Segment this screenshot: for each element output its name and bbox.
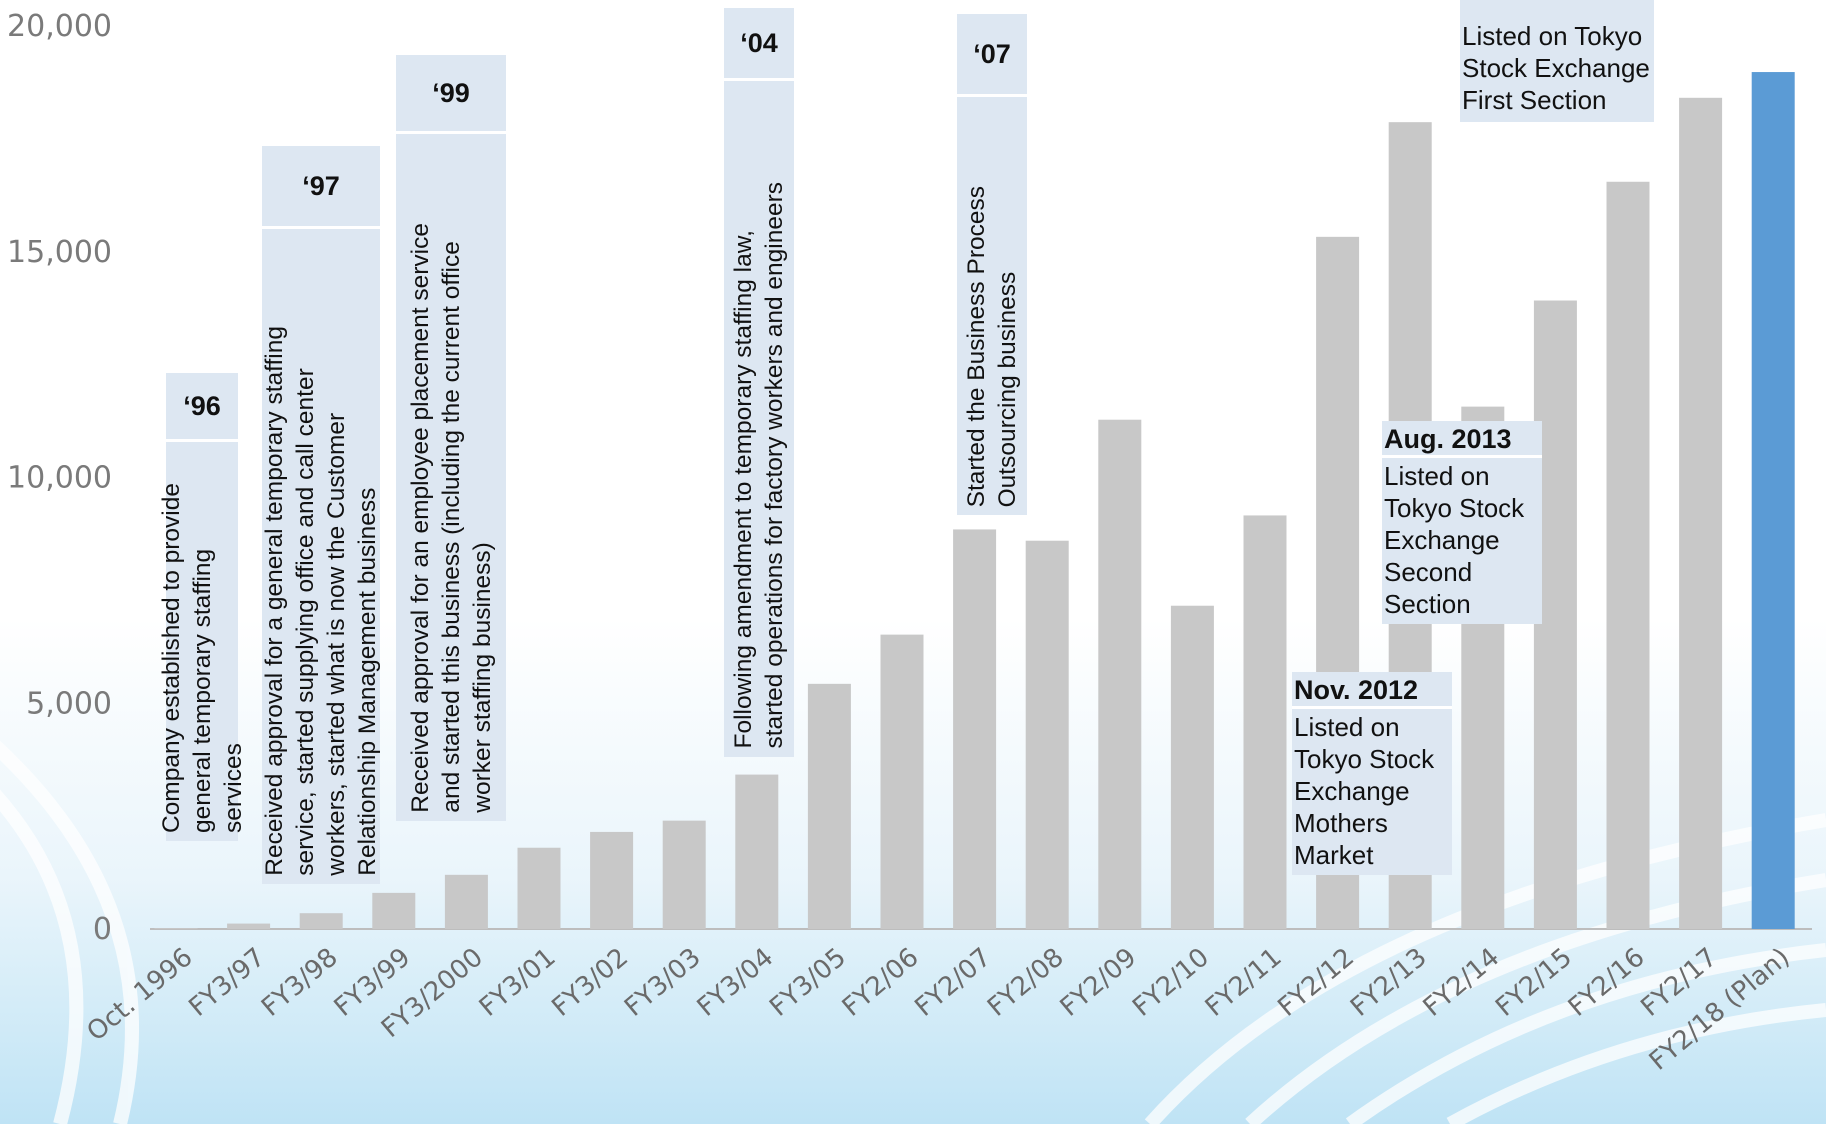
- annotation-year: ‘96: [166, 373, 238, 442]
- listing-title: Nov. 2012: [1292, 672, 1452, 709]
- x-tick-label: FY2/13: [1345, 942, 1433, 1022]
- y-tick-label: 10,000: [7, 461, 112, 496]
- x-tick-label: FY2/08: [982, 942, 1070, 1022]
- bars: [154, 72, 1795, 930]
- y-tick-label: 0: [93, 912, 112, 947]
- x-tick-label: FY3/97: [183, 942, 271, 1022]
- bar: [1243, 515, 1287, 929]
- bar: [1679, 97, 1723, 929]
- annotation-1999: ‘99 Received approval for an employee pl…: [396, 55, 506, 821]
- y-tick-label: 5,000: [26, 686, 112, 721]
- annotation-text: Started the Business Process Outsourcing…: [963, 185, 1021, 507]
- listing-first-section: Listed on Tokyo Stock Exchange First Sec…: [1460, 0, 1654, 122]
- bar: [953, 529, 997, 929]
- annotation-text: Received approval for a general temporar…: [261, 326, 381, 876]
- annotation-1997: ‘97 Received approval for a general temp…: [261, 146, 381, 884]
- x-tick-label: FY2/10: [1127, 942, 1215, 1022]
- x-tick-label: FY3/01: [474, 942, 562, 1022]
- annotation-year: ‘07: [957, 14, 1027, 97]
- x-tick-label: FY3/04: [692, 942, 780, 1022]
- bar: [662, 820, 706, 929]
- x-tick-label: Oct. 1996: [81, 942, 198, 1047]
- x-tick-label: FY2/14: [1418, 942, 1506, 1022]
- bar: [880, 634, 924, 929]
- bar: [1170, 605, 1214, 929]
- bar: [227, 923, 271, 929]
- x-tick-label: FY3/03: [619, 942, 707, 1022]
- listing-text: Listed on Tokyo Stock Exchange First Sec…: [1462, 21, 1650, 115]
- bar: [517, 847, 561, 929]
- bar: [1025, 540, 1069, 929]
- bar: [807, 683, 851, 929]
- annotation-year: ‘97: [262, 146, 380, 229]
- listing-second-section: Aug. 2013 Listed on Tokyo Stock Exchange…: [1382, 421, 1542, 624]
- bar: [735, 774, 779, 929]
- listing-text: Listed on Tokyo Stock Exchange Mothers M…: [1294, 712, 1435, 870]
- bar: [372, 892, 416, 929]
- annotation-year: ‘04: [724, 8, 794, 81]
- x-tick-label: FY2/07: [909, 942, 997, 1022]
- y-axis-ticks: 0 5,000 10,000 15,000 20,000: [7, 9, 112, 947]
- x-tick-label: FY2/06: [837, 942, 925, 1022]
- x-tick-label: FY3/98: [256, 942, 344, 1022]
- y-tick-label: 20,000: [7, 9, 112, 44]
- x-tick-label: FY2/15: [1490, 942, 1578, 1022]
- bar: [154, 928, 198, 929]
- x-tick-label: FY2/11: [1200, 942, 1288, 1022]
- bar: [1751, 72, 1795, 930]
- x-tick-label: FY2/16: [1563, 942, 1651, 1022]
- listing-mothers: Nov. 2012 Listed on Tokyo Stock Exchange…: [1292, 672, 1452, 875]
- bar: [1606, 181, 1650, 929]
- annotation-text: Company established to provide general t…: [157, 482, 247, 833]
- bar: [444, 874, 488, 929]
- annotation-2007: ‘07 Started the Business Process Outsour…: [957, 14, 1027, 515]
- y-tick-label: 15,000: [7, 235, 112, 270]
- annotation-2004: ‘04 Following amendment to temporary sta…: [724, 8, 794, 757]
- annotation-text: Following amendment to temporary staffin…: [730, 182, 788, 749]
- bar: [590, 831, 634, 929]
- annotation-text: Received approval for an employee placem…: [406, 223, 496, 813]
- x-tick-label: FY3/05: [764, 942, 852, 1022]
- x-tick-label: FY2/12: [1272, 942, 1360, 1022]
- x-axis-ticks: Oct. 1996FY3/97FY3/98FY3/99FY3/2000FY3/0…: [81, 942, 1795, 1076]
- x-tick-label: FY3/02: [546, 942, 634, 1022]
- bar: [299, 913, 343, 929]
- listing-text: Listed on Tokyo Stock Exchange Second Se…: [1384, 461, 1525, 619]
- listing-title: Aug. 2013: [1382, 421, 1542, 458]
- bar: [1098, 419, 1142, 929]
- annotation-1996: ‘96 Company established to provide gener…: [158, 373, 247, 841]
- annotation-year: ‘99: [396, 55, 506, 134]
- x-tick-label: FY2/09: [1055, 942, 1143, 1022]
